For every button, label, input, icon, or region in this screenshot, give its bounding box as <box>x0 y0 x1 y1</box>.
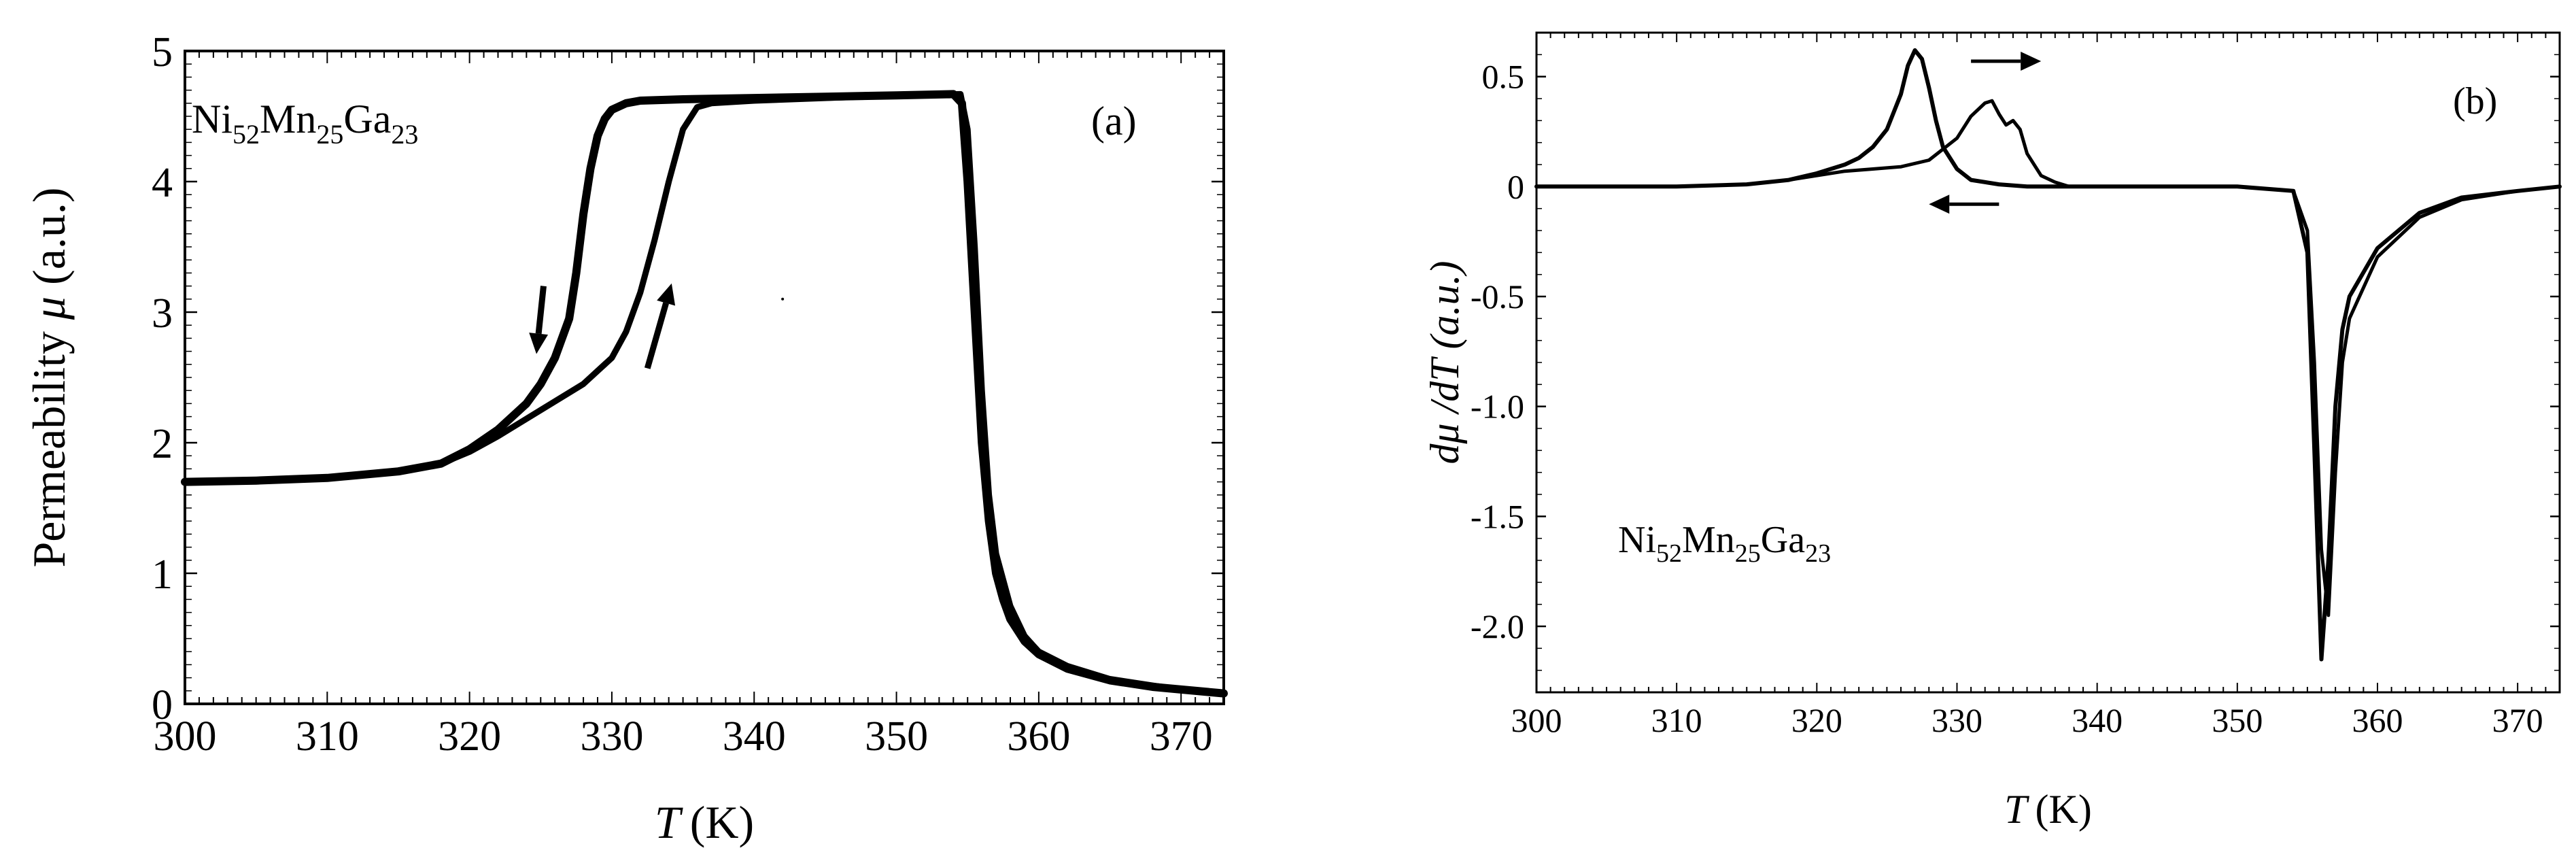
x-tick-label: 300 <box>1511 701 1562 739</box>
x-tick-label: 300 <box>154 713 217 760</box>
series-line-cooling <box>181 90 1228 698</box>
x-tick-label: 320 <box>438 713 501 760</box>
y-axis-title-b: dμ /dT (a.u.) <box>1422 260 1467 464</box>
y-axis-symbol-a: μ <box>23 297 75 320</box>
x-axis-title-b: T (K) <box>2004 787 2092 832</box>
sample-a-sub3: 23 <box>391 119 418 150</box>
sample-label-a: Ni52Mn25Ga23 <box>192 97 418 150</box>
x-tick-label: 370 <box>1150 713 1213 760</box>
stray-dot <box>781 297 785 301</box>
sample-a-sub2: 25 <box>316 119 343 150</box>
series-group-a <box>181 90 1228 698</box>
sample-b-el3: Ga <box>1761 519 1805 561</box>
sample-a-el1: Ni <box>192 97 233 141</box>
x-tick-label: 330 <box>580 713 643 760</box>
series-line-heating <box>182 90 1227 697</box>
annotations-b <box>1929 52 2042 214</box>
y-tick-label: -2.0 <box>1471 607 1524 645</box>
x-tick-label: 350 <box>2212 701 2263 739</box>
x-axis-symbol-b: T <box>2004 787 2029 832</box>
x-axis-unit-b: (K) <box>2036 787 2092 832</box>
y-tick-label: 5 <box>152 29 173 75</box>
sample-label-b: Ni52Mn25Ga23 <box>1618 519 1831 568</box>
x-tick-label: 320 <box>1791 701 1842 739</box>
sample-b-sub3: 23 <box>1805 539 1831 568</box>
x-axis-symbol-a: T <box>655 796 683 848</box>
sample-b-el1: Ni <box>1618 519 1656 561</box>
x-tick-label: 370 <box>2492 701 2543 739</box>
x-tick-label: 330 <box>1931 701 1982 739</box>
sample-b-sub1: 52 <box>1656 539 1682 568</box>
x-tick-label: 310 <box>1651 701 1702 739</box>
y-tick-label: 4 <box>152 160 173 206</box>
heating-arrow-icon <box>1971 52 2042 71</box>
x-axis-title-a: T (K) <box>655 796 754 848</box>
x-tick-label: 340 <box>2072 701 2123 739</box>
y-tick-label: -0.5 <box>1471 277 1524 316</box>
x-tick-label: 350 <box>865 713 928 760</box>
sample-b-sub2: 25 <box>1735 539 1761 568</box>
series-line-cooling <box>1534 48 2562 662</box>
sample-a-el2: Mn <box>260 97 316 141</box>
y-tick-label: 0 <box>152 682 173 728</box>
series-group-b <box>1534 48 2562 662</box>
x-axis-unit-a: (K) <box>690 796 754 848</box>
y-tick-label: -1.5 <box>1471 497 1524 535</box>
sample-a-el3: Ga <box>343 97 391 141</box>
y-axis-title-a: Permeability μ (a.u.) <box>23 187 75 567</box>
sample-b-el2: Mn <box>1682 519 1735 561</box>
y-tick-label: 0.5 <box>1482 58 1525 96</box>
x-tick-label: 360 <box>1007 713 1070 760</box>
panel-label-b: (b) <box>2453 80 2497 122</box>
y-tick-label: 3 <box>152 290 173 337</box>
sample-a-sub1: 52 <box>233 119 260 150</box>
tick-marks-b: 300 310 320 330 340 350 360 370 0.5 0 -0.5 -1.0 -1.5… <box>1471 32 2560 739</box>
y-axis-unit-a: (a.u.) <box>23 187 75 296</box>
plot-frame-b <box>1535 31 2561 694</box>
y-tick-label: -1.0 <box>1471 388 1524 426</box>
heating-arrow-icon <box>644 283 676 369</box>
panel-b: 300 310 320 330 340 350 360 370 0.5 0 -0.5 -1.0 -1.5… <box>1422 31 2562 832</box>
x-tick-label: 310 <box>296 713 359 760</box>
annotations-a <box>529 283 785 369</box>
y-axis-text-a: Permeability <box>23 320 75 567</box>
x-tick-label: 340 <box>723 713 786 760</box>
cooling-arrow-icon <box>1929 194 1999 214</box>
x-tick-label: 360 <box>2352 701 2403 739</box>
panel-label-a: (a) <box>1091 99 1137 143</box>
series-line-heating <box>1534 99 2562 617</box>
y-tick-label: 1 <box>152 552 173 598</box>
y-tick-label: 2 <box>152 421 173 467</box>
y-tick-label: 0 <box>1507 167 1524 205</box>
cooling-arrow-icon <box>529 286 549 354</box>
